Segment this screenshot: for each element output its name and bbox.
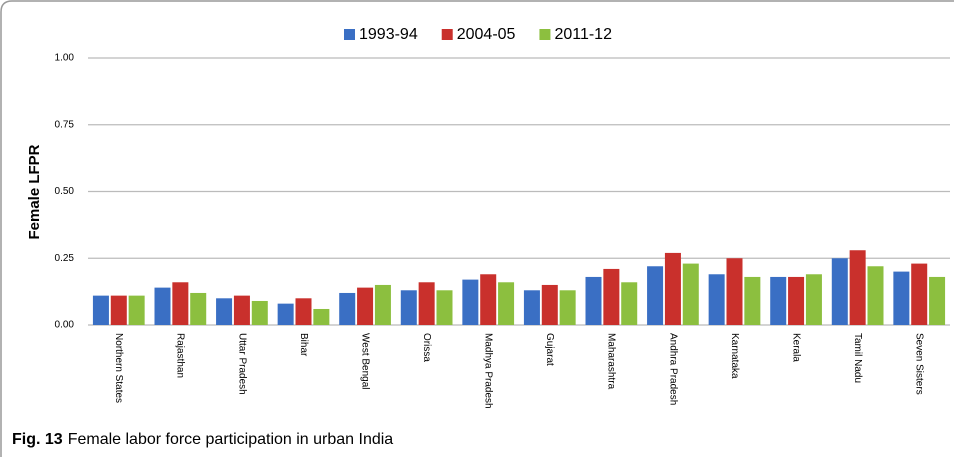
bar: [216, 298, 233, 325]
bar: [313, 308, 330, 325]
bar: [92, 295, 109, 325]
bar: [172, 282, 189, 325]
x-tick-label: Northern States: [113, 333, 124, 403]
legend-label: 2004-05: [457, 26, 516, 43]
bar: [498, 282, 515, 325]
bar: [154, 287, 171, 325]
x-tick-label: Kerala: [790, 333, 801, 362]
bar: [541, 284, 558, 325]
x-tick-label: Seven Sisters: [914, 333, 925, 395]
bar: [647, 266, 664, 325]
x-tick-label: Orissa: [421, 333, 432, 362]
bar: [233, 295, 250, 325]
bar: [585, 276, 602, 325]
legend-swatch: [539, 29, 551, 40]
x-tick-label: Gujarat: [544, 333, 555, 366]
x-tick-label: Rajasthan: [175, 333, 186, 378]
bar: [831, 258, 848, 325]
bar: [277, 303, 294, 325]
bar: [726, 258, 743, 325]
bar: [357, 287, 374, 325]
bar: [770, 276, 787, 325]
bar: [128, 295, 145, 325]
bar: [190, 292, 207, 325]
caption-label: Fig. 13: [12, 431, 63, 448]
bar: [805, 274, 822, 325]
y-tick-label: 0.75: [55, 119, 75, 130]
bar: [110, 295, 127, 325]
bar: [480, 274, 497, 325]
x-tick-label: Tamil Nadu: [852, 333, 863, 383]
y-axis-label: Female LFPR: [26, 144, 43, 239]
bar: [603, 268, 620, 325]
legend-swatch: [344, 29, 355, 40]
bar: [788, 276, 805, 325]
caption-text: Female labor force participation in urba…: [68, 431, 394, 448]
bar: [911, 263, 928, 325]
x-tick-label: Madhya Pradesh: [483, 333, 494, 409]
bar: [867, 266, 884, 325]
bar: [339, 292, 356, 325]
bar: [400, 290, 417, 325]
x-tick-label: Andhra Pradesh: [667, 333, 678, 405]
bar: [893, 271, 910, 325]
bar: [929, 276, 946, 325]
x-tick-label: Bihar: [298, 333, 309, 357]
x-tick-label: Karnataka: [729, 333, 740, 379]
bar: [849, 250, 866, 325]
bar: [744, 276, 761, 325]
bar: [559, 290, 576, 325]
bar: [295, 298, 312, 325]
x-tick-label: Maharashtra: [606, 333, 617, 390]
bar: [682, 263, 699, 325]
bar: [462, 279, 479, 325]
bar: [708, 274, 725, 325]
x-tick-label: Uttar Pradesh: [236, 333, 247, 395]
bar: [523, 290, 540, 325]
y-tick-label: 1.00: [55, 53, 75, 64]
bar: [251, 300, 268, 325]
y-tick-label: 0.50: [55, 186, 75, 197]
legend-label: 1993-94: [359, 26, 418, 43]
bar: [374, 284, 391, 325]
bar: [664, 252, 681, 325]
legend-label: 2011-12: [554, 26, 612, 43]
bar: [621, 282, 638, 325]
x-tick-label: West Bengal: [359, 333, 370, 390]
y-tick-label: 0.00: [55, 320, 75, 331]
bar: [436, 290, 453, 325]
legend-swatch: [441, 29, 453, 40]
bar: [418, 282, 435, 325]
y-tick-label: 0.25: [55, 253, 75, 264]
caption: Fig. 13 Female labor force participation …: [12, 431, 393, 448]
